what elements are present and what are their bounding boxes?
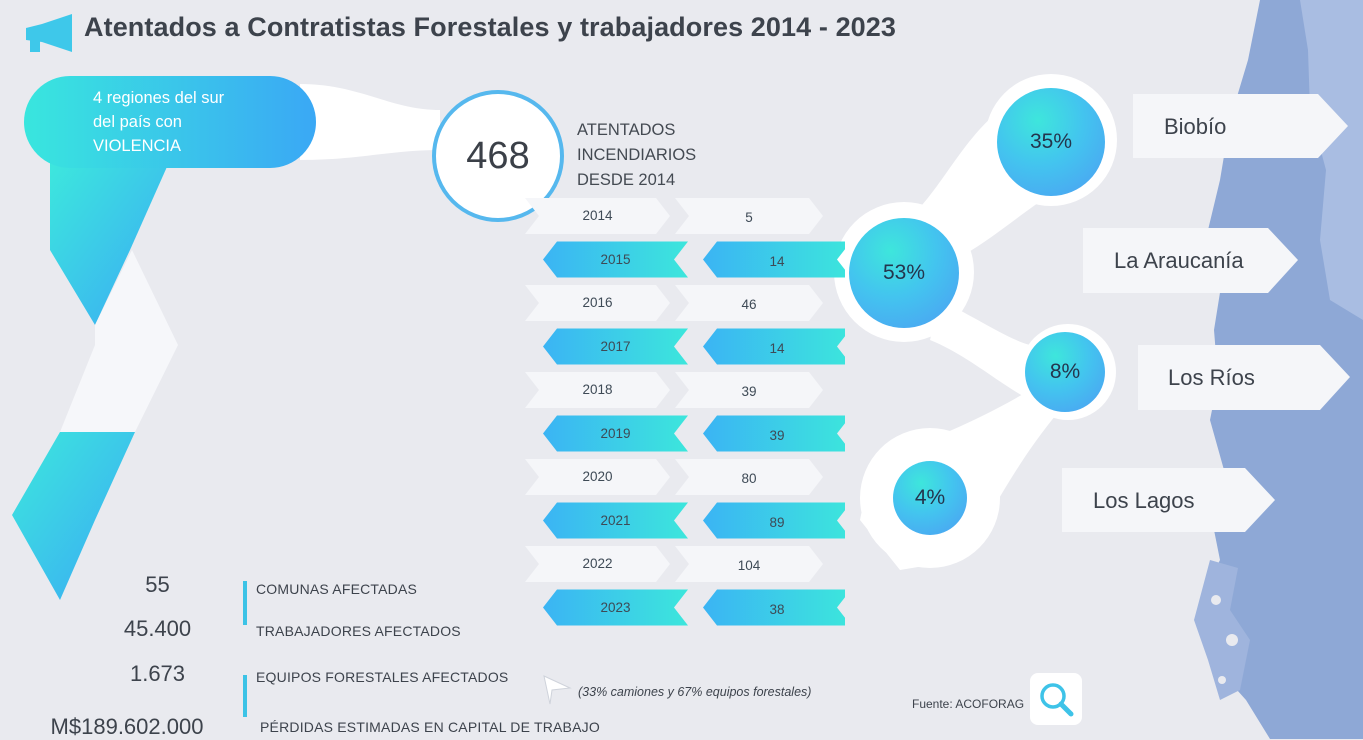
regions-badge-line1: 4 regiones del sur xyxy=(93,89,225,107)
label-arrow-loslagos xyxy=(1062,468,1275,532)
year-table-text: 2014 5 2015 14 2016 46 2017 14 2018 39 2019 39 2020 8… xyxy=(515,198,845,638)
stat-value-comunas: 55 xyxy=(145,572,170,597)
attack-count-label: 80 xyxy=(741,471,757,486)
year-row-bg xyxy=(525,285,670,321)
attack-count-label: 5 xyxy=(745,210,753,225)
map-island xyxy=(1226,634,1238,646)
year-label: 2017 xyxy=(600,338,631,354)
total-label-line2: INCENDIARIOS xyxy=(577,146,697,164)
stat-label-comunas: COMUNAS AFECTADAS xyxy=(256,581,418,597)
attack-count-label: 39 xyxy=(741,384,757,399)
stat-value-trabajadores: 45.400 xyxy=(123,616,192,641)
pct-araucania: 53% xyxy=(882,261,926,284)
zigzag-white xyxy=(60,250,178,432)
page-title: Atentados a Contratistas Forestales y tr… xyxy=(84,12,897,42)
year-label: 2022 xyxy=(582,556,613,571)
year-row-bg xyxy=(543,415,688,452)
year-row-bg xyxy=(543,241,688,278)
map-island xyxy=(1211,595,1221,605)
value-row-bg xyxy=(703,241,845,278)
equipment-note: (33% camiones y 67% equipos forestales) xyxy=(578,685,812,699)
year-row-bg xyxy=(525,459,670,495)
region-name-losrios: Los Ríos xyxy=(1168,365,1255,390)
label-arrow-biobio xyxy=(1133,94,1348,158)
pct-circle-losrios: 8% xyxy=(1025,332,1105,412)
pct-circle-loslagos: 4% xyxy=(893,461,967,535)
stat-value-perdidas: M$189.602.000 xyxy=(50,714,204,739)
pct-biobio: 35% xyxy=(1029,130,1073,153)
stat-value-equipos: 1.673 xyxy=(129,661,186,686)
attack-count-label: 38 xyxy=(769,601,785,617)
regions-badge-line2: del país con xyxy=(93,113,182,131)
attack-count-label: 89 xyxy=(769,514,785,530)
year-label: 2019 xyxy=(600,425,631,441)
stat-label-perdidas: PÉRDIDAS ESTIMADAS EN CAPITAL DE TRABAJO xyxy=(260,719,600,735)
year-label: 2023 xyxy=(600,599,631,615)
zigzag-teal-1 xyxy=(50,160,170,325)
total-attacks-label: ATENTADOS INCENDIARIOS DESDE 2014 xyxy=(577,118,696,193)
year-table xyxy=(525,198,845,626)
megaphone-icon xyxy=(26,14,72,52)
year-label: 2021 xyxy=(600,512,631,528)
year-row-bg xyxy=(525,546,670,582)
value-row-bg xyxy=(675,285,823,321)
value-row-bg xyxy=(675,198,823,234)
stat-tick xyxy=(243,675,247,717)
map-land-highlight xyxy=(1300,0,1363,320)
region-name-araucania: La Araucanía xyxy=(1114,248,1244,273)
value-row-bg xyxy=(703,589,845,626)
value-row-bg xyxy=(675,459,823,495)
year-label: 2020 xyxy=(582,469,613,484)
attack-count-label: 46 xyxy=(741,297,757,312)
map-island xyxy=(1218,676,1226,684)
send-icon xyxy=(543,675,572,705)
regions-badge xyxy=(24,76,316,168)
value-row-bg xyxy=(703,415,845,452)
search-button[interactable] xyxy=(1030,673,1082,725)
pct-circle-biobio: 35% xyxy=(997,88,1105,196)
region-name-loslagos: Los Lagos xyxy=(1093,488,1195,513)
stat-label-equipos: EQUIPOS FORESTALES AFECTADOS xyxy=(256,669,509,685)
year-row-bg xyxy=(543,589,688,626)
year-row-bg xyxy=(543,502,688,539)
regions-badge-text: 4 regiones del sur del país con VIOLENCI… xyxy=(93,86,224,158)
attack-count-label: 14 xyxy=(769,340,785,356)
source-label: Fuente: ACOFORAG xyxy=(912,697,1025,711)
value-row-bg xyxy=(675,546,823,582)
regions-badge-line3: VIOLENCIA xyxy=(93,137,182,155)
attack-count-label: 14 xyxy=(769,253,785,269)
year-label: 2016 xyxy=(582,295,613,310)
pct-loslagos: 4% xyxy=(914,486,946,509)
stat-label-trabajadores: TRABAJADORES AFECTADOS xyxy=(256,623,461,639)
stat-tick xyxy=(243,581,247,625)
map-coast-islands xyxy=(1194,560,1250,700)
pct-losrios: 8% xyxy=(1049,360,1081,383)
total-label-line3: DESDE 2014 xyxy=(577,171,676,189)
value-row-bg xyxy=(675,372,823,408)
search-icon xyxy=(1040,683,1074,717)
total-attacks-value: 468 xyxy=(466,134,530,177)
total-label-line1: ATENTADOS xyxy=(577,121,676,139)
region-name-biobio: Biobío xyxy=(1164,114,1227,139)
pct-circle-araucania: 53% xyxy=(849,218,959,328)
attack-count-label: 104 xyxy=(737,558,761,573)
year-label: 2018 xyxy=(582,382,613,397)
label-arrow-losrios xyxy=(1138,345,1350,410)
zigzag-teal-2 xyxy=(12,432,135,600)
connector-ribbon xyxy=(300,84,440,160)
label-arrow-araucania xyxy=(1083,228,1298,293)
attack-count-label: 39 xyxy=(769,427,785,443)
year-row-bg xyxy=(525,372,670,408)
year-label: 2015 xyxy=(600,251,631,267)
value-row-bg xyxy=(703,328,845,365)
year-row-bg xyxy=(543,328,688,365)
value-row-bg xyxy=(703,502,845,539)
year-label: 2014 xyxy=(582,208,613,223)
year-row-bg xyxy=(525,198,670,234)
